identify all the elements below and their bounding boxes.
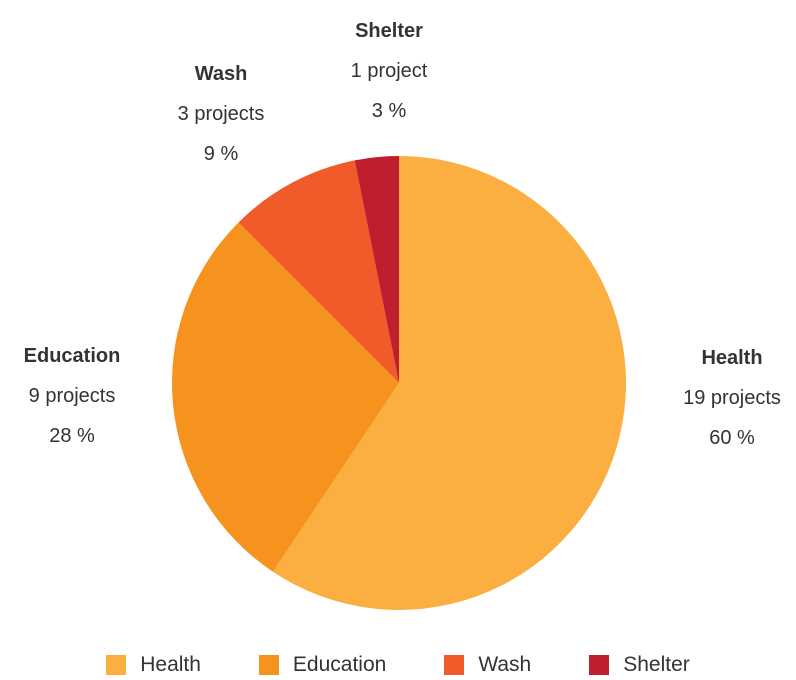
legend-item-health: Health: [106, 653, 201, 677]
slice-label-percent-wash: 9 %: [204, 143, 239, 165]
slice-label-name-education: Education: [24, 345, 121, 367]
pie-slice-health: [272, 156, 626, 610]
pie-slices: [171, 156, 626, 610]
slice-label-projects-shelter: 1 project: [351, 60, 428, 82]
legend-item-shelter: Shelter: [589, 653, 690, 677]
legend-item-wash: Wash: [444, 653, 531, 677]
legend-swatch-shelter: [589, 655, 610, 675]
legend-swatch-education: [258, 655, 279, 675]
pie-slice-shelter: [354, 156, 399, 383]
slice-label-projects-wash: 3 projects: [178, 103, 265, 125]
slice-label-name-shelter: Shelter: [355, 20, 423, 42]
legend: Health Education Wash Shelter: [0, 650, 796, 680]
slice-label-projects-education: 9 projects: [29, 385, 116, 407]
slice-label-percent-shelter: 3 %: [372, 100, 407, 122]
legend-swatch-health: [106, 655, 127, 675]
slice-label-projects-health: 19 projects: [683, 387, 781, 409]
slice-label-percent-education: 28 %: [49, 425, 95, 447]
slice-label-percent-health: 60 %: [709, 427, 755, 449]
slice-label-name-wash: Wash: [195, 63, 248, 85]
legend-swatch-wash: [444, 655, 465, 675]
legend-label-wash: Wash: [478, 653, 532, 676]
pie-slice-education: [171, 222, 399, 572]
pie-labels: Health 19 projects 60 % Education 9 projects…: [24, 20, 781, 449]
legend-label-education: Education: [292, 653, 387, 676]
slice-label-name-health: Health: [701, 347, 762, 369]
legend-label-health: Health: [140, 653, 201, 676]
legend-label-shelter: Shelter: [623, 653, 690, 676]
pie-chart: Health 19 projects 60 % Education 9 projects…: [24, 20, 781, 610]
legend-item-education: Education: [258, 653, 387, 677]
pie-slice-wash: [238, 160, 399, 383]
